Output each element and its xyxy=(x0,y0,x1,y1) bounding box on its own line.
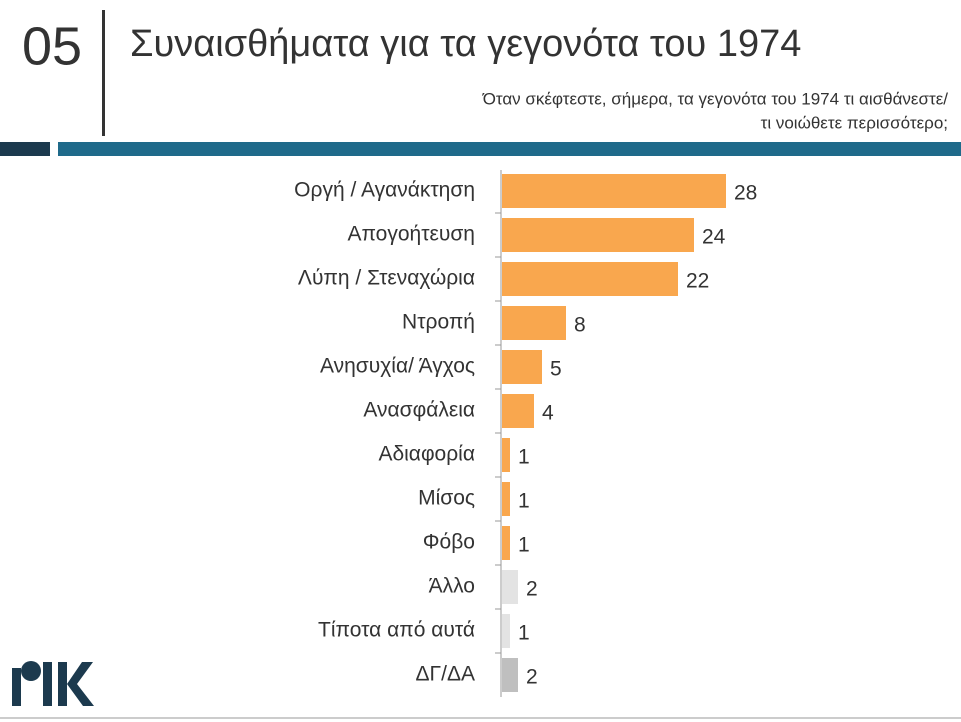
stripe xyxy=(0,142,50,156)
stripe xyxy=(58,142,961,156)
bar xyxy=(502,350,542,384)
bar xyxy=(502,394,534,428)
value-label: 28 xyxy=(734,182,757,205)
value-label: 22 xyxy=(686,270,709,293)
bar xyxy=(502,658,518,692)
logo xyxy=(12,661,94,706)
bar xyxy=(502,482,510,516)
category-label: Μίσος xyxy=(418,487,475,510)
value-label: 2 xyxy=(526,666,538,689)
value-label: 8 xyxy=(574,314,586,337)
bar xyxy=(502,218,694,252)
bar xyxy=(502,526,510,560)
value-label: 4 xyxy=(542,402,554,425)
bar xyxy=(502,306,566,340)
category-label: Άλλο xyxy=(429,575,475,598)
category-label: Ντροπή xyxy=(402,311,475,334)
slide-number: 05 xyxy=(22,16,82,76)
value-label: 24 xyxy=(702,226,726,249)
category-label: Τίποτα από αυτά xyxy=(318,619,475,642)
bar xyxy=(502,262,678,296)
category-label: Ανησυχία/ Άγχος xyxy=(320,355,475,378)
value-label: 1 xyxy=(518,446,530,469)
subtitle: τι νοιώθετε περισσότερο; xyxy=(761,113,948,132)
category-label: Ανασφάλεια xyxy=(363,399,475,422)
category-label: Αδιαφορία xyxy=(378,443,475,466)
category-label: Φόβο xyxy=(423,531,475,554)
divider xyxy=(102,10,105,136)
value-label: 5 xyxy=(550,358,562,381)
chart-title: Συναισθήματα για τα γεγονότα του 1974 xyxy=(130,23,801,65)
category-label: Λύπη / Στεναχώρια xyxy=(298,267,475,290)
category-label: Οργή / Αγανάκτηση xyxy=(294,179,475,202)
value-label: 1 xyxy=(518,534,530,557)
value-label: 2 xyxy=(526,578,538,601)
subtitle: Όταν σκέφτεστε, σήμερα, τα γεγονότα του … xyxy=(482,89,949,108)
value-label: 1 xyxy=(518,490,530,513)
category-label: ΔΓ/ΔΑ xyxy=(416,663,475,686)
bar xyxy=(502,570,518,604)
bar xyxy=(502,438,510,472)
category-label: Απογοήτευση xyxy=(347,223,475,246)
value-label: 1 xyxy=(518,622,530,645)
bar xyxy=(502,174,726,208)
bar xyxy=(502,614,510,648)
